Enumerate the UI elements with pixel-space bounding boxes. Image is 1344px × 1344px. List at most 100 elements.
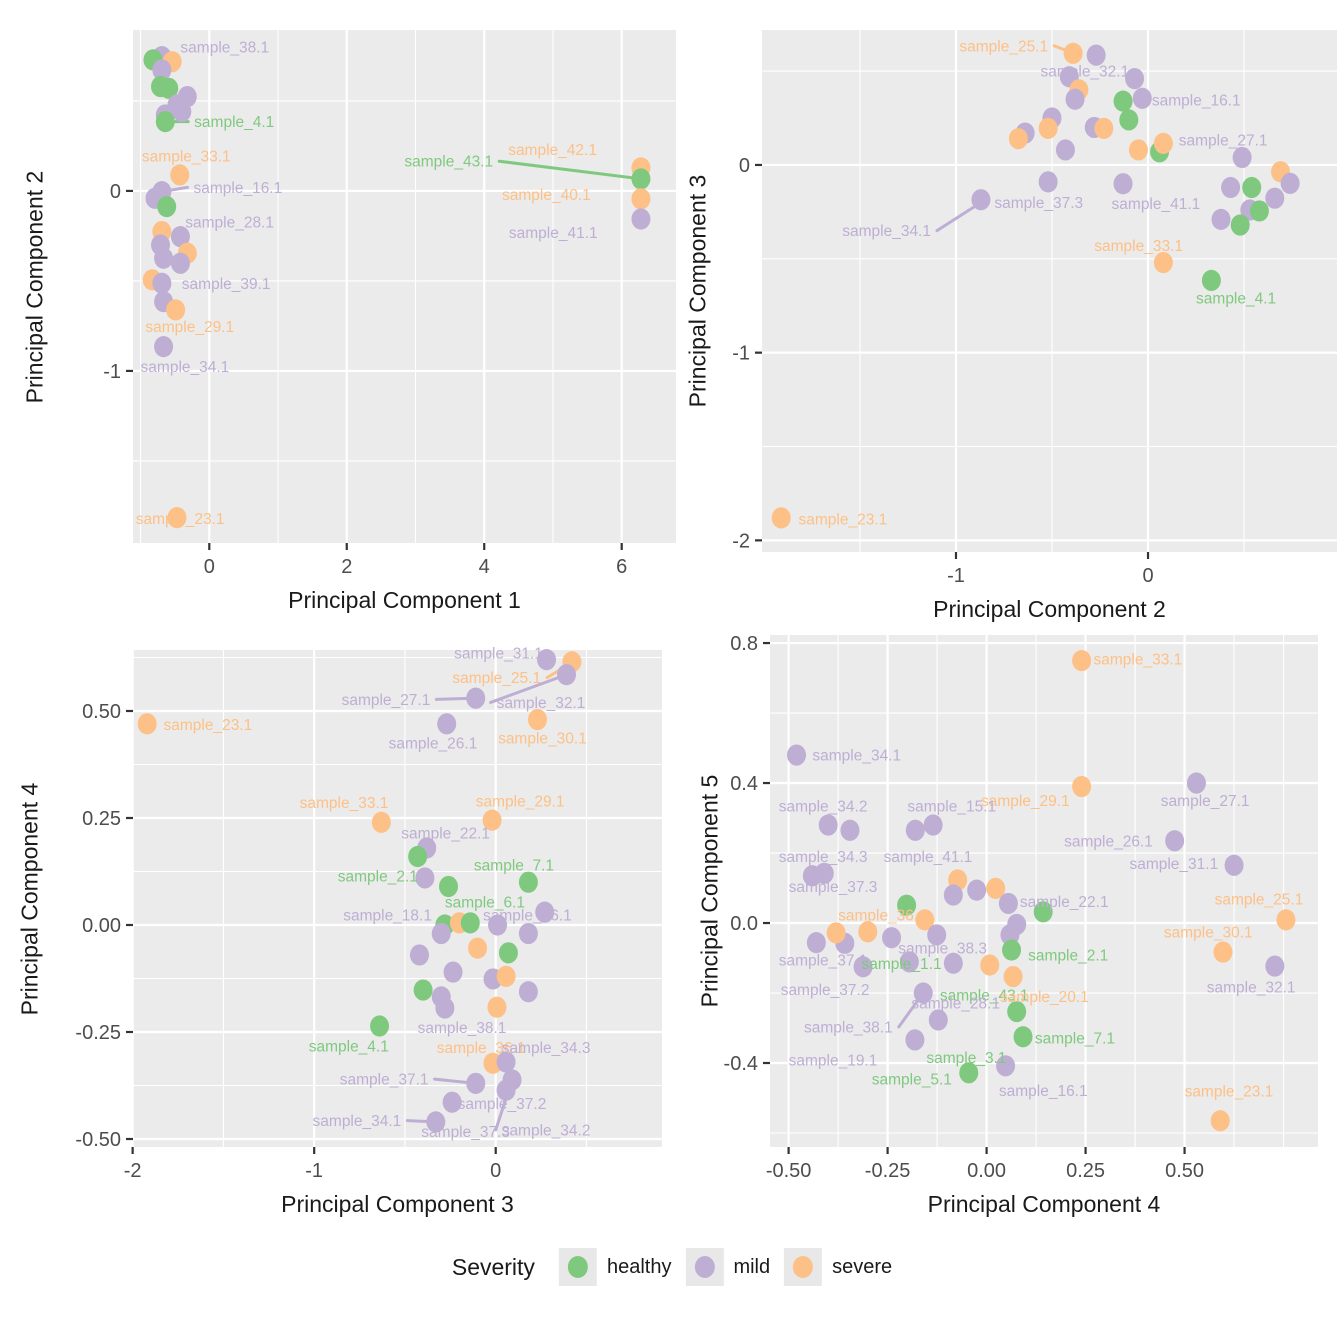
data-point (152, 59, 172, 81)
data-point (443, 961, 463, 983)
data-point (943, 952, 963, 974)
data-point (437, 713, 457, 735)
data-point (905, 819, 925, 841)
y-tick-label: -0.25 (75, 1022, 121, 1044)
data-point (557, 664, 577, 686)
y-tick-label: -2 (732, 530, 750, 552)
data-point (1072, 649, 1092, 672)
y-axis-title-pc3: Principal Component 3 (684, 174, 711, 408)
severe-point-icon (793, 1256, 814, 1278)
data-point (167, 507, 187, 529)
sample-label: sample_32.1 (1207, 980, 1296, 997)
data-point (927, 924, 947, 946)
x-axis-title-pc2: Principal Component 2 (933, 596, 1166, 622)
legend-key-mild (685, 1248, 724, 1286)
data-point (853, 956, 873, 978)
x-tick-label: -1 (947, 565, 965, 587)
sample-label: sample_31.1 (454, 646, 543, 663)
panel-background (133, 650, 662, 1147)
sample-label: sample_37.3 (421, 1124, 510, 1141)
y-tick-label: 0.0 (730, 913, 758, 935)
data-point (814, 862, 834, 884)
sample-label: sample_23.1 (798, 511, 887, 528)
data-point (496, 1051, 516, 1073)
sample-label: sample_31.1 (1129, 856, 1218, 873)
sample-label: sample_29.1 (145, 319, 234, 336)
data-point (426, 1111, 446, 1133)
sample-label: sample_23.1 (136, 511, 225, 528)
y-tick-label: -0.50 (75, 1129, 121, 1151)
severity-legend: Severity healthy mild severe (452, 1248, 892, 1286)
x-tick-label: 0 (1142, 565, 1153, 587)
sample-label: sample_18.1 (343, 908, 432, 925)
data-point (460, 912, 480, 934)
data-point (527, 708, 547, 731)
sample-label: sample_37.3 (994, 195, 1083, 212)
sample-label: sample_25.1 (959, 38, 1048, 55)
data-point (1003, 965, 1023, 988)
data-point (1221, 176, 1241, 199)
data-point (1132, 87, 1152, 109)
y-tick-label: -0.4 (724, 1053, 758, 1075)
sample-label: sample_6.1 (445, 894, 525, 911)
sample-label: sample_2.1 (1028, 948, 1108, 965)
legend-entry-healthy: healthy (558, 1248, 671, 1286)
label-leader-line (489, 673, 569, 704)
sample-label: sample_26.1 (389, 736, 478, 753)
sample-label: sample_40.1 (502, 187, 591, 204)
data-point (466, 1072, 486, 1094)
x-axis-title-pc4: Principal Component 4 (927, 1191, 1161, 1217)
x-tick-label: -0.25 (865, 1160, 911, 1182)
data-point (435, 997, 455, 1019)
data-point (1007, 1000, 1027, 1023)
sample-label: sample_33.1 (300, 795, 389, 812)
data-point (971, 189, 991, 211)
data-point (154, 247, 174, 269)
data-point (468, 937, 488, 959)
legend-label-severe: severe (832, 1255, 893, 1278)
data-point (1038, 171, 1058, 193)
data-point (170, 164, 190, 186)
y-tick-label: -1 (103, 361, 121, 383)
sample-label: sample_34.1 (812, 748, 901, 765)
sample-label: sample_23.1 (163, 717, 252, 734)
data-point (166, 299, 186, 321)
x-axis-title-pc3: Principal Component 3 (281, 1191, 514, 1217)
x-tick-label: 2 (341, 556, 352, 578)
data-point (415, 867, 435, 889)
sample-label: sample_16.1 (1152, 93, 1241, 110)
sample-label: sample_42.1 (508, 142, 597, 159)
data-point (431, 922, 451, 945)
sample-label: sample_3.1 (926, 1050, 1006, 1067)
data-point (787, 744, 807, 766)
sample-label: sample_22.1 (401, 825, 490, 842)
sample-label: sample_39.1 (182, 276, 271, 293)
healthy-point-icon (567, 1256, 588, 1278)
data-point (915, 909, 935, 931)
y-tick-label: 0 (739, 155, 750, 177)
sample-label: sample_43.1 (940, 988, 1029, 1005)
data-point (1165, 830, 1185, 852)
data-point (1002, 939, 1022, 961)
label-leader-line (935, 200, 983, 233)
sample-label: sample_36.1 (838, 907, 927, 924)
x-tick-label: -1 (305, 1160, 323, 1182)
sample-label: sample_41.1 (884, 849, 973, 866)
data-point (1113, 173, 1133, 195)
data-point (518, 922, 538, 945)
y-tick-label: 0.4 (730, 773, 758, 795)
data-point (1153, 251, 1173, 274)
data-point (905, 1029, 925, 1051)
data-point (1007, 913, 1027, 936)
legend-key-severe (784, 1248, 823, 1286)
data-point (1265, 187, 1285, 209)
sample-label: sample_16.1 (999, 1083, 1088, 1100)
data-point (370, 1015, 390, 1037)
sample-label: sample_4.1 (194, 114, 274, 131)
data-point (496, 965, 516, 987)
x-axis-title-pc1: Principal Component 1 (288, 587, 521, 613)
data-point (1186, 772, 1206, 794)
data-point (631, 168, 651, 190)
